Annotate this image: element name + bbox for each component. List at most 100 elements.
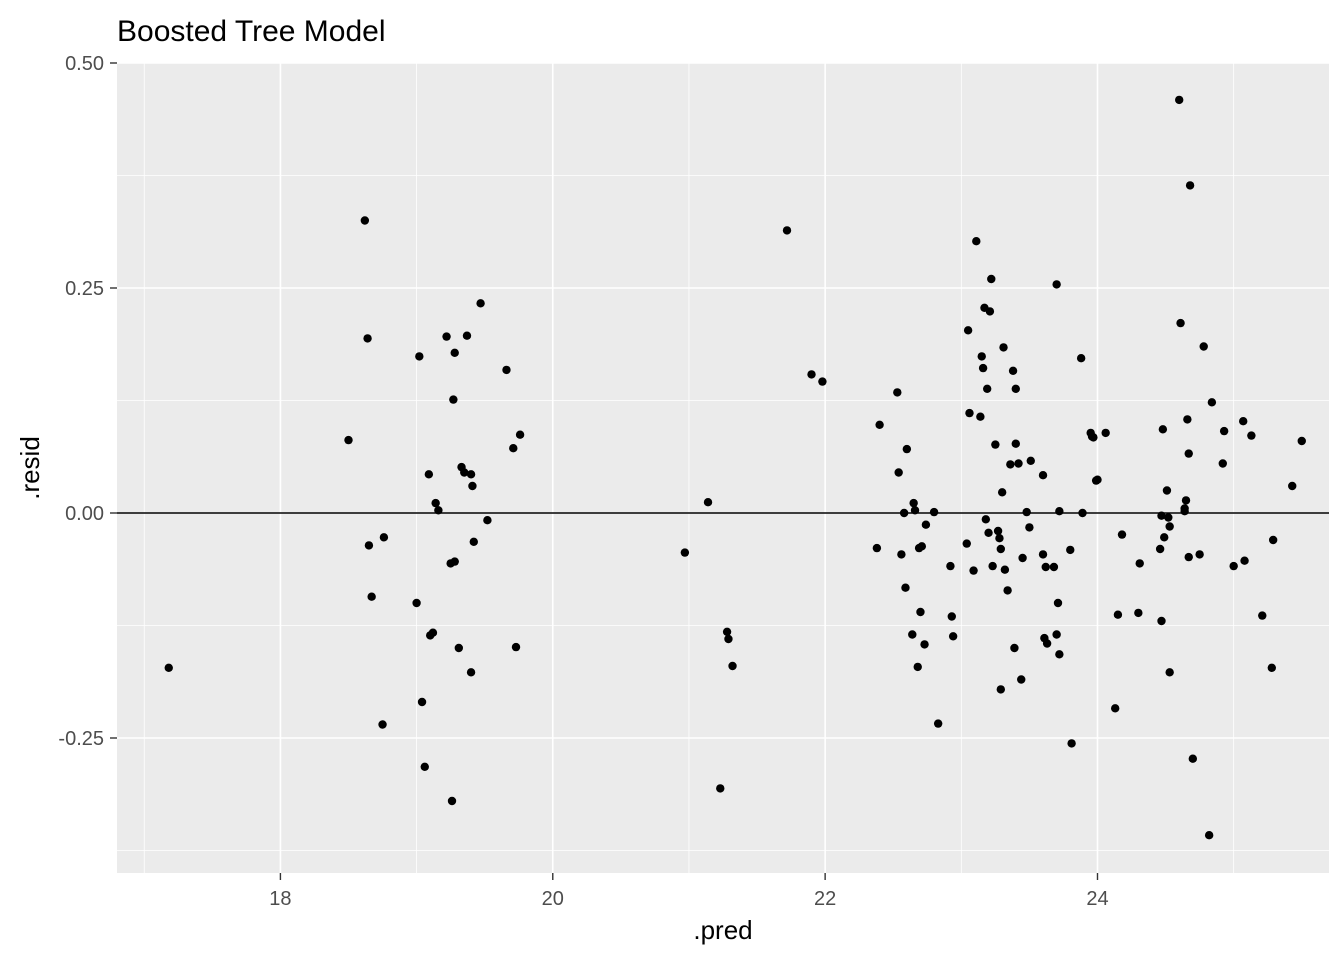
data-point	[894, 468, 903, 477]
data-point	[1184, 552, 1193, 562]
data-point	[447, 796, 457, 806]
data-point	[450, 348, 459, 357]
data-point	[917, 542, 927, 551]
data-point	[1219, 426, 1229, 436]
data-point	[1006, 460, 1015, 469]
data-point	[1165, 522, 1174, 531]
data-point	[360, 216, 370, 225]
data-point	[502, 365, 511, 375]
data-point	[1052, 280, 1061, 289]
data-point	[466, 668, 476, 677]
data-point	[1288, 481, 1297, 491]
data-point	[1195, 550, 1204, 559]
data-point	[1240, 556, 1249, 565]
data-point	[728, 661, 737, 671]
data-point	[948, 632, 958, 641]
data-point	[442, 332, 451, 341]
data-point	[1017, 675, 1026, 684]
y-axis-ticks: -0.25 0.00 0.25 0.50	[58, 53, 117, 750]
data-point	[1026, 456, 1035, 465]
x-tick-label: 18	[269, 888, 291, 910]
data-point	[462, 331, 472, 340]
data-point	[1175, 95, 1184, 105]
data-point	[1110, 704, 1120, 713]
y-tick-label: 0.00	[65, 503, 104, 525]
data-point	[1267, 663, 1277, 672]
data-point	[977, 352, 986, 361]
data-point	[428, 628, 438, 637]
data-point	[897, 550, 906, 559]
data-point	[364, 541, 374, 550]
data-point	[1268, 535, 1278, 545]
data-point	[363, 334, 372, 343]
data-point	[1181, 496, 1191, 505]
data-point	[872, 543, 882, 553]
data-point	[782, 226, 792, 235]
data-point	[909, 498, 918, 508]
data-point	[1247, 431, 1256, 440]
data-point	[984, 528, 993, 537]
data-point	[987, 274, 996, 284]
data-point	[449, 395, 458, 404]
data-point	[1184, 449, 1193, 458]
data-point	[1155, 544, 1165, 554]
data-point	[1078, 508, 1087, 518]
data-point	[1011, 439, 1020, 448]
data-point	[921, 520, 931, 529]
y-tick-label: -0.25	[58, 728, 104, 750]
data-point	[929, 507, 939, 517]
data-point	[703, 498, 713, 507]
data-point	[818, 377, 827, 386]
data-point	[901, 583, 910, 592]
data-point	[424, 470, 434, 479]
data-point	[1204, 831, 1214, 840]
data-point	[1160, 533, 1169, 542]
data-point	[378, 720, 387, 729]
data-point	[1067, 739, 1076, 748]
y-axis-title: .resid	[15, 436, 45, 500]
data-point	[1113, 610, 1123, 619]
data-point	[509, 444, 518, 453]
data-point	[164, 663, 173, 672]
data-point	[344, 435, 353, 445]
data-point	[908, 630, 917, 639]
data-point	[460, 468, 469, 477]
data-point	[420, 762, 429, 771]
data-point	[1188, 754, 1198, 763]
data-point	[972, 237, 981, 246]
data-point	[1218, 459, 1227, 468]
data-point	[996, 685, 1006, 694]
data-point	[1018, 553, 1027, 563]
data-point	[724, 634, 733, 644]
data-point	[1000, 565, 1010, 574]
data-point	[1066, 545, 1075, 555]
data-point	[1239, 417, 1248, 426]
data-point	[993, 526, 1003, 536]
data-point	[1049, 562, 1059, 572]
data-point	[1055, 507, 1064, 516]
data-point	[434, 506, 443, 515]
data-point	[963, 326, 973, 335]
data-point	[1008, 366, 1018, 375]
data-point	[1076, 354, 1086, 363]
data-point	[999, 343, 1008, 352]
data-point	[1207, 398, 1217, 407]
data-point	[1164, 513, 1173, 522]
plot-panel	[117, 63, 1329, 873]
data-point	[1258, 611, 1267, 620]
data-point	[379, 533, 389, 542]
data-point	[1041, 562, 1050, 572]
data-point	[450, 557, 459, 566]
data-point	[1157, 511, 1166, 520]
data-point	[1199, 342, 1208, 351]
data-point	[913, 662, 922, 672]
data-point	[1157, 616, 1166, 626]
data-point	[946, 561, 955, 571]
data-point	[996, 544, 1006, 554]
data-point	[469, 537, 478, 546]
data-point	[1011, 384, 1020, 393]
data-point	[454, 643, 464, 653]
data-point	[483, 516, 492, 525]
data-point	[985, 307, 995, 316]
